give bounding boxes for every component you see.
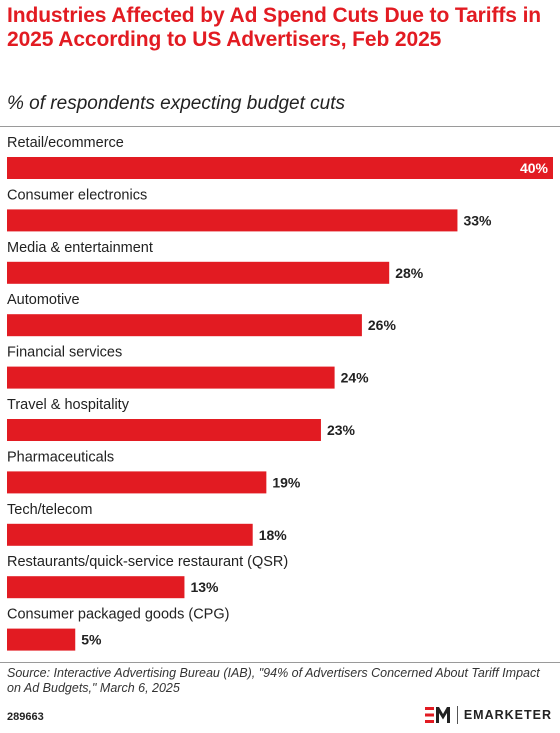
- value-label: 33%: [463, 212, 492, 228]
- category-label: Tech/telecom: [7, 502, 92, 518]
- category-label: Retail/ecommerce: [7, 135, 124, 151]
- brand-block: EMARKETER: [424, 705, 552, 725]
- bar: [7, 628, 76, 651]
- category-label: Restaurants/quick-service restaurant (QS…: [7, 554, 288, 570]
- category-label: Travel & hospitality: [7, 397, 130, 413]
- category-label: Consumer electronics: [7, 187, 147, 203]
- value-label: 23%: [327, 422, 356, 438]
- value-label: 13%: [190, 579, 219, 595]
- category-label: Consumer packaged goods (CPG): [7, 607, 229, 623]
- bar: [7, 523, 253, 546]
- chart-id: 289663: [7, 711, 44, 723]
- value-label: 28%: [395, 265, 424, 281]
- category-label: Media & entertainment: [7, 240, 153, 256]
- value-label: 24%: [341, 370, 370, 386]
- value-label: 18%: [259, 527, 288, 543]
- value-label: 5%: [81, 632, 102, 648]
- top-divider: [0, 126, 560, 127]
- chart-title: Industries Affected by Ad Spend Cuts Due…: [7, 4, 542, 51]
- bar: [7, 471, 267, 494]
- bar: [7, 366, 335, 389]
- bar: [7, 261, 390, 284]
- category-label: Automotive: [7, 292, 80, 308]
- chart-subtitle: % of respondents expecting budget cuts: [7, 93, 346, 114]
- bottom-divider: [0, 662, 560, 663]
- bar: [7, 419, 321, 441]
- value-label: 40%: [520, 160, 549, 176]
- bar: [7, 576, 185, 599]
- brand-divider: [456, 706, 458, 724]
- bar: [7, 157, 553, 179]
- category-label: Financial services: [7, 345, 122, 361]
- em-logo-icon: [424, 707, 450, 723]
- bar-chart: Retail/ecommerce 40% Consumer electronics 3…: [7, 135, 553, 651]
- value-label: 19%: [272, 474, 301, 490]
- brand-name: EMARKETER: [463, 708, 552, 722]
- value-label: 26%: [368, 317, 397, 333]
- source-note: Source: Interactive Advertising Bureau (…: [7, 666, 540, 695]
- bar: [7, 314, 362, 337]
- bar: [7, 209, 458, 232]
- category-label: Pharmaceuticals: [7, 449, 114, 465]
